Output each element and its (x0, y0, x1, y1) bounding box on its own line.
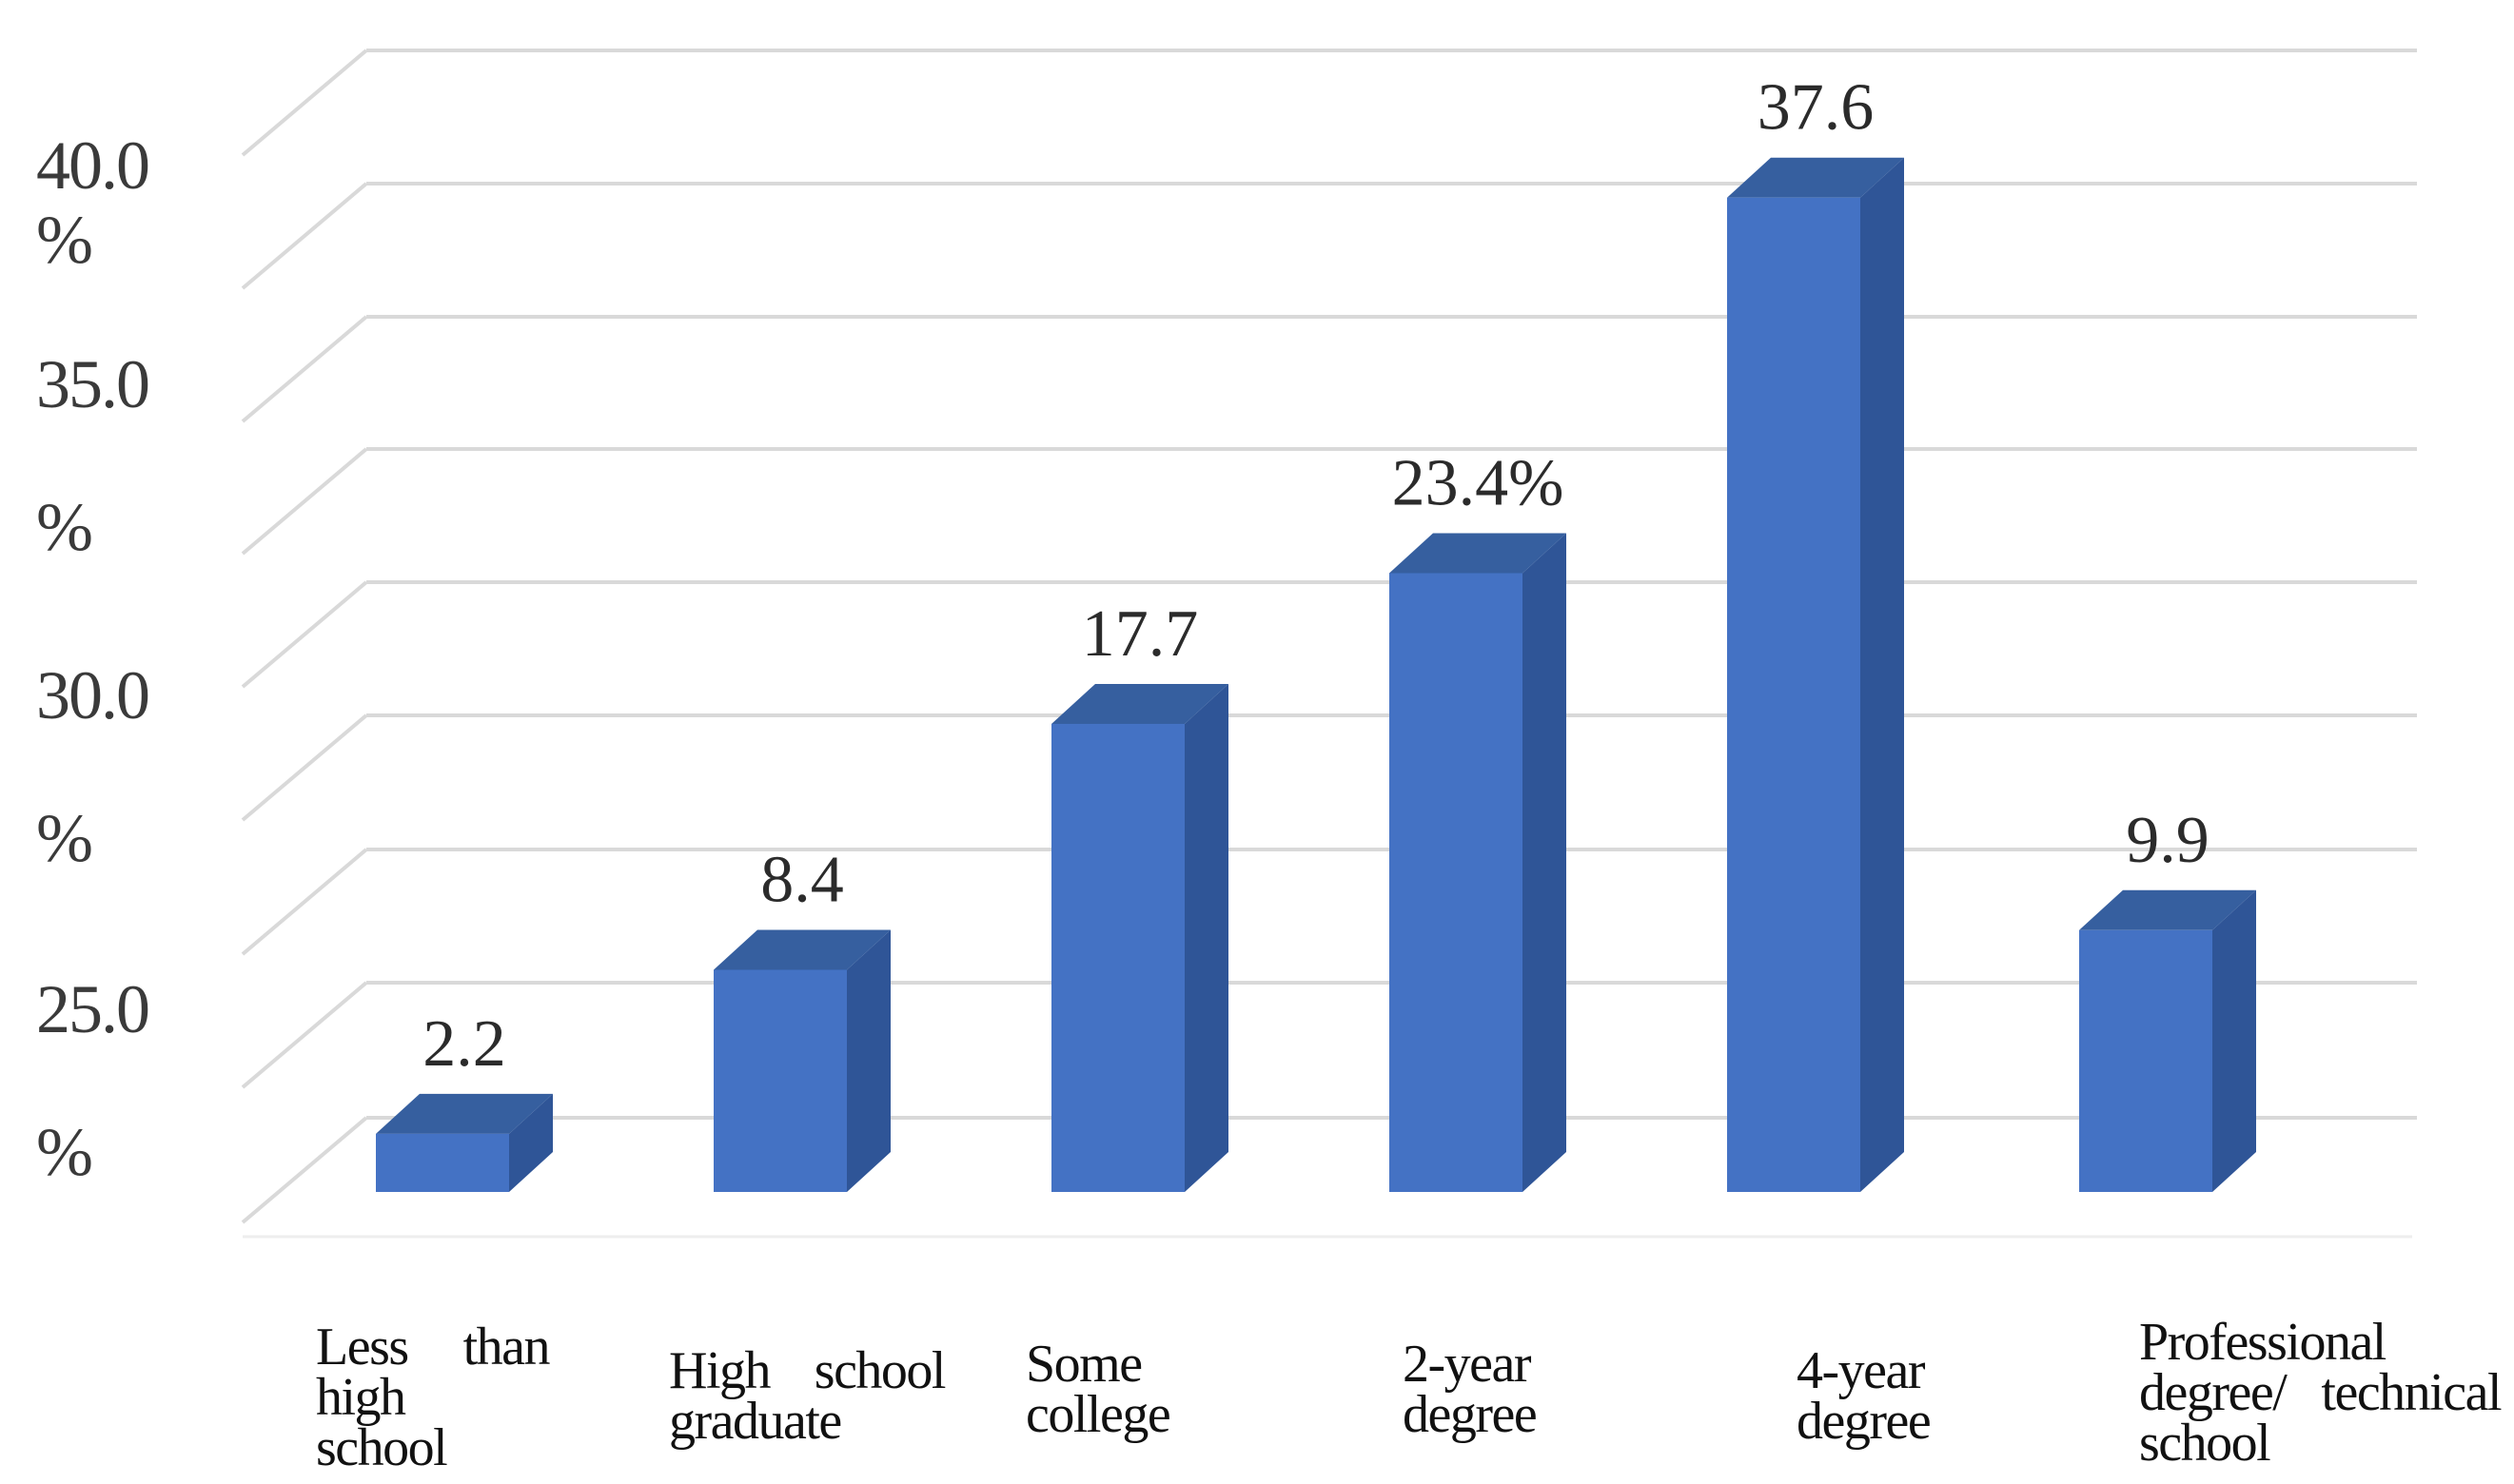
bars (376, 157, 2256, 1193)
gridline-depth (241, 182, 368, 290)
bar-side (1522, 533, 1566, 1192)
gridline-depth (241, 1116, 368, 1224)
bar-front (1727, 197, 1860, 1193)
data-label: 9.9 (2126, 804, 2210, 877)
data-label: 17.7 (1082, 597, 1199, 671)
bar-front (2079, 929, 2212, 1192)
bar-top (1727, 157, 1904, 198)
bar-top (376, 1093, 553, 1134)
bar (714, 929, 891, 1192)
bar-front (1051, 723, 1185, 1192)
bar-top (714, 929, 891, 970)
data-label: 37.6 (1758, 71, 1875, 145)
bar-front (714, 969, 847, 1192)
data-labels: 2.2 8.4 17.7 23.4% 37.6 9.9 (422, 71, 2210, 1081)
x-tick-label: 2-year degree (1403, 1335, 1538, 1445)
y-tick-label: 40.0 % (36, 127, 150, 278)
bar (1389, 533, 1566, 1192)
y-tick-label: 25.0 % (36, 971, 150, 1190)
x-tick-label: Less than high school (316, 1318, 551, 1478)
bar (376, 1093, 553, 1192)
x-tick-label: Professional degree/ technical school (2139, 1313, 2503, 1474)
bar (1727, 157, 1904, 1193)
x-tick-label: 4-year degree (1797, 1341, 1932, 1452)
bar-side (509, 1093, 553, 1192)
y-tick-label: 30.0 % (36, 657, 150, 876)
gridline-depth (241, 49, 368, 157)
y-tick-label: 35.0 % (36, 346, 150, 565)
bar-side (2212, 889, 2256, 1192)
bar-top (1051, 683, 1228, 724)
bar-side (1860, 157, 1904, 1193)
bar-front (376, 1133, 509, 1192)
bar-front (1389, 573, 1522, 1192)
gridline-depth (241, 848, 368, 956)
gridline-depth (241, 315, 368, 423)
data-label: 2.2 (422, 1007, 506, 1081)
gridline-depth (241, 713, 368, 822)
bar-top (1389, 533, 1566, 574)
gridline-depth (241, 981, 368, 1089)
data-label: 23.4% (1392, 446, 1564, 519)
bar-side (847, 929, 891, 1192)
x-tick-label: Some college (1026, 1335, 1171, 1445)
bar-side (1185, 683, 1228, 1192)
bar-top (2079, 889, 2256, 930)
gridline-depth (241, 580, 368, 689)
bar (1051, 683, 1228, 1192)
data-label: 8.4 (760, 843, 844, 916)
bar (2079, 889, 2256, 1192)
x-tick-label: High school graduate (669, 1341, 947, 1452)
gridline-depth (241, 447, 368, 556)
